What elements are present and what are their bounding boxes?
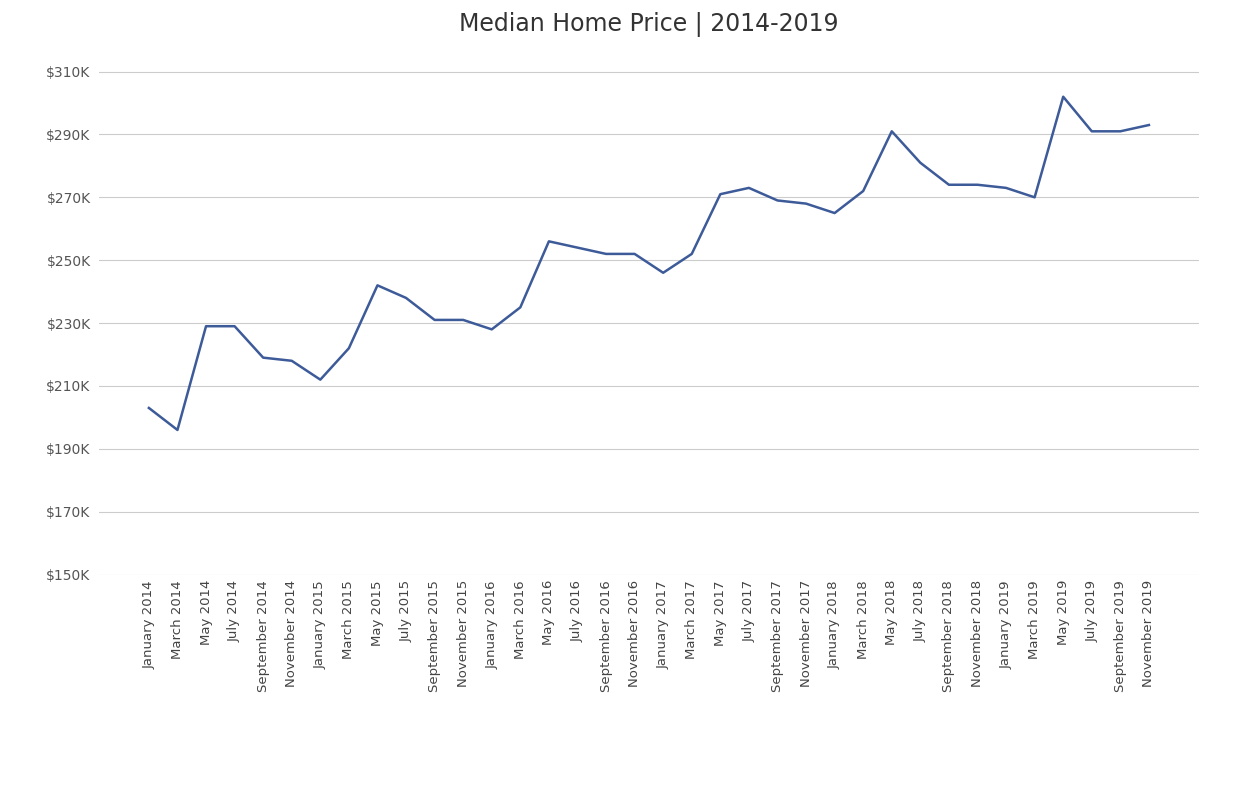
Title: Median Home Price | 2014-2019: Median Home Price | 2014-2019 — [459, 12, 839, 37]
